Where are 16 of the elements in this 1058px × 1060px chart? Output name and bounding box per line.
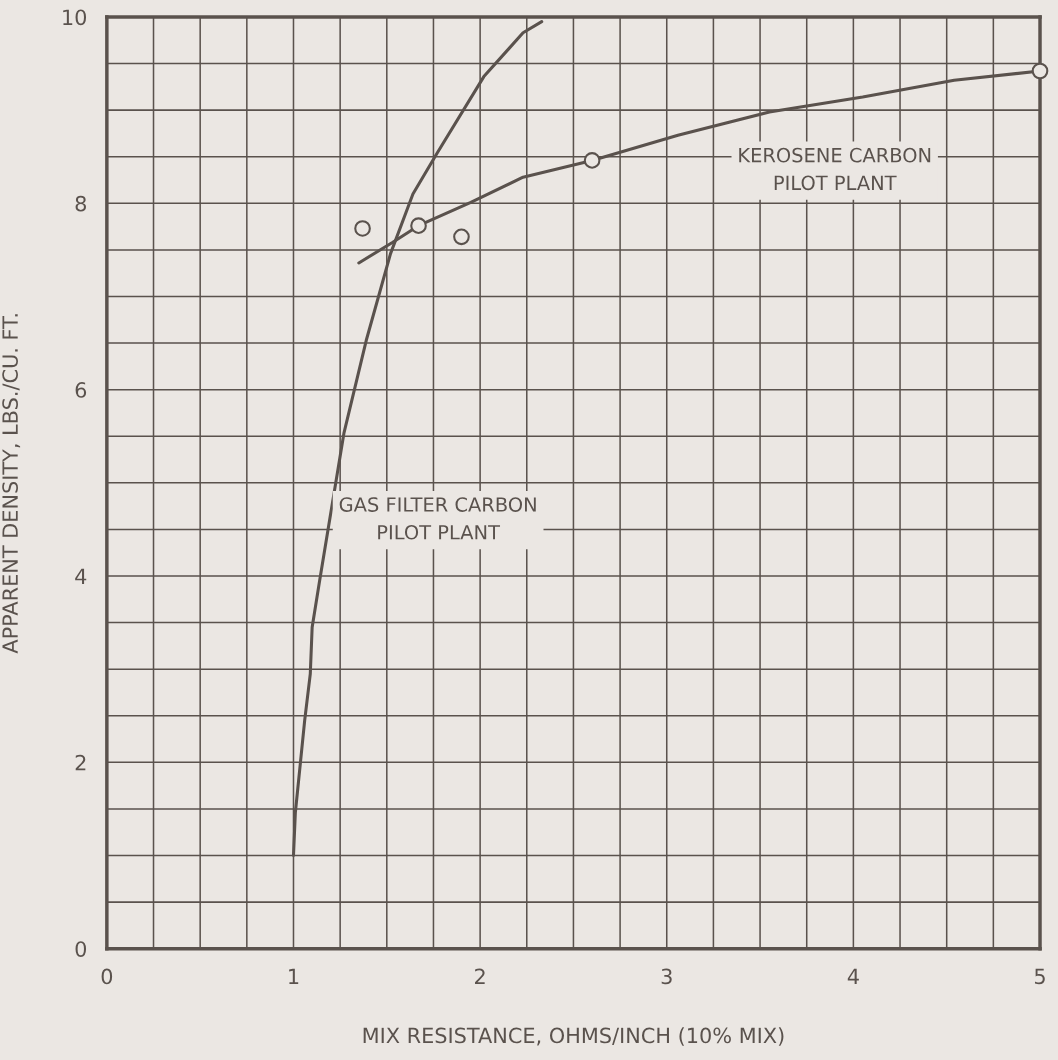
series-label: KEROSENE CARBON PILOT PLANT xyxy=(739,147,931,191)
y-tick-label: 4 xyxy=(75,568,87,584)
x-axis-title: MIX RESISTANCE, OHMS/INCH (10% MIX) xyxy=(363,1027,784,1046)
x-tick-label: 5 xyxy=(1034,968,1045,985)
y-tick-label: 10 xyxy=(63,9,87,26)
y-tick-label: 8 xyxy=(75,195,86,212)
x-tick-label: 0 xyxy=(101,968,113,985)
y-tick-label: 0 xyxy=(75,941,87,957)
x-tick-label: 4 xyxy=(847,968,859,984)
x-tick-label: 1 xyxy=(289,968,299,984)
x-tick-label: 2 xyxy=(475,968,485,984)
y-tick-label: 2 xyxy=(75,754,86,771)
y-axis-title: APPARENT DENSITY, LBS./CU. FT. xyxy=(2,314,21,654)
x-tick-label: 3 xyxy=(661,968,672,985)
y-tick-label: 6 xyxy=(75,382,87,398)
series-label: GAS FILTER CARBON PILOT PLANT xyxy=(339,497,536,540)
